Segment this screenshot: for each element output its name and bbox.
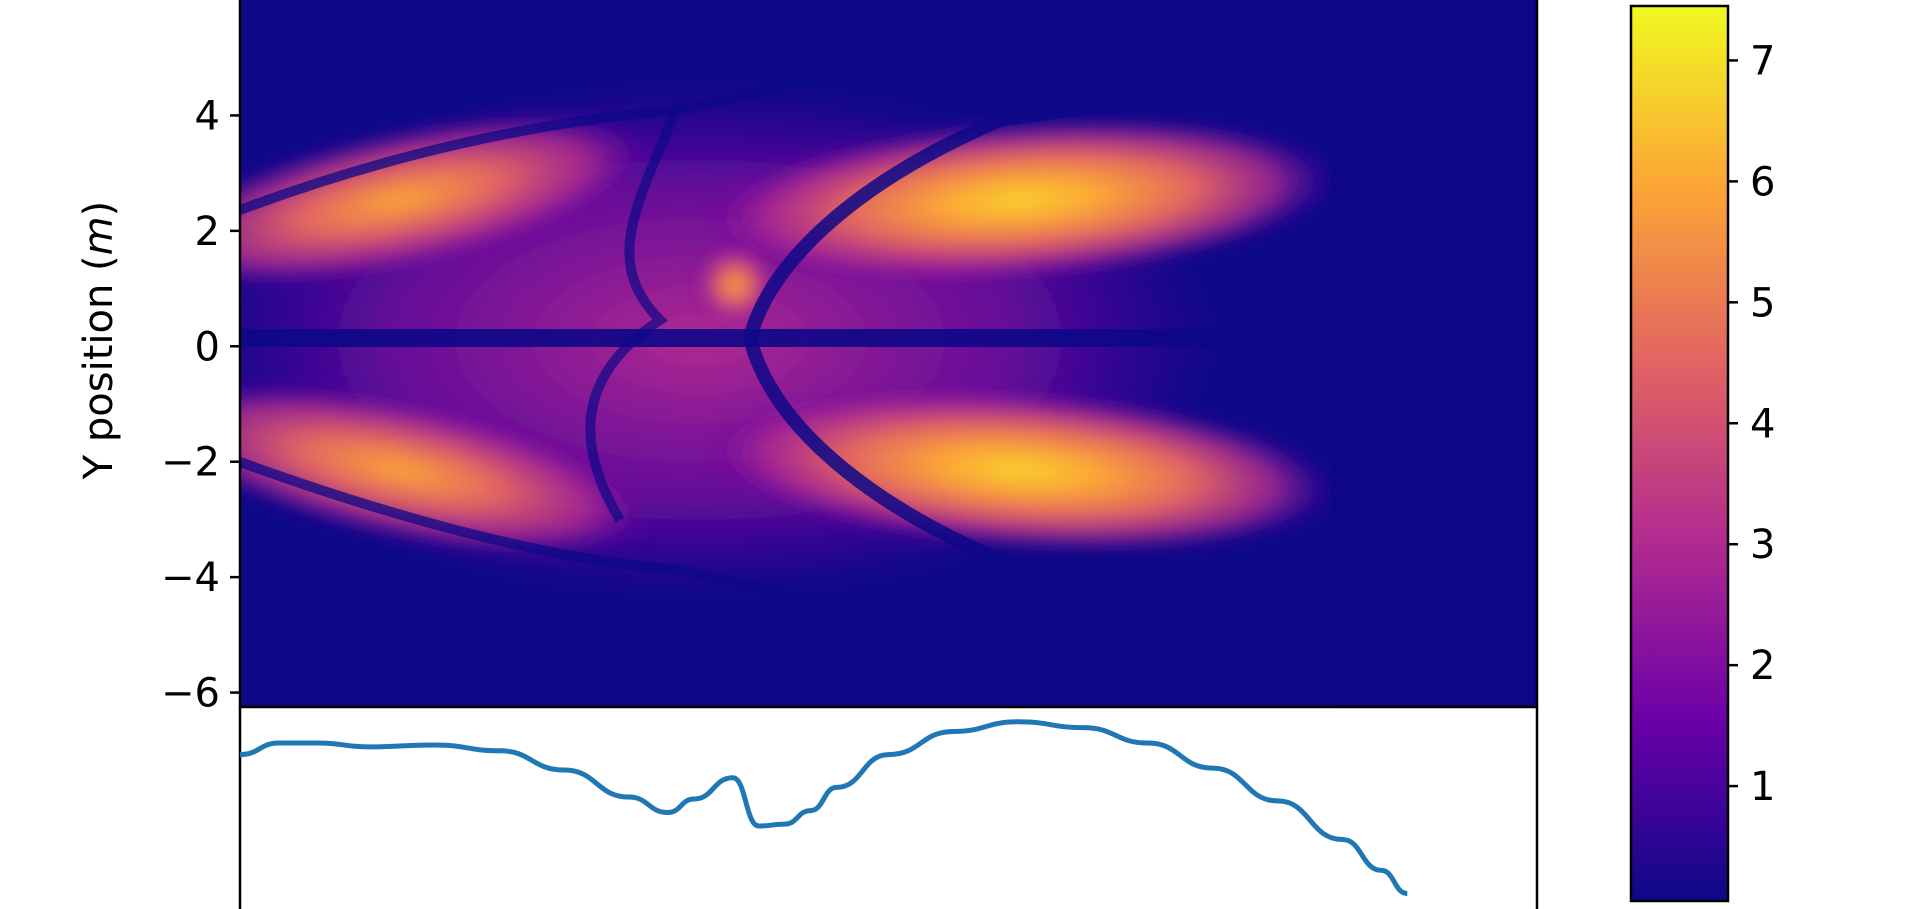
heatmap-y-tick-label: −6 xyxy=(161,671,220,717)
colorbar-tick-label: 1 xyxy=(1750,764,1775,810)
y-axis-label-unit: m xyxy=(76,216,122,255)
heatmap-lobe-upper-left xyxy=(240,112,655,288)
colorbar-tick-label: 6 xyxy=(1750,159,1775,205)
heatmap-field xyxy=(240,0,1537,707)
heatmap-y-tick-label: −4 xyxy=(161,555,220,601)
heatmap-y-tick-label: 2 xyxy=(195,209,220,255)
heatmap-y-tick-label: 4 xyxy=(195,93,220,139)
heatmap-node-line xyxy=(743,336,1537,667)
heatmap-y-tick-label: 0 xyxy=(195,324,220,370)
heatmap-panel: 4 2 0 −2 −4 −6 Y position (m) xyxy=(76,0,1539,717)
colorbar-gradient xyxy=(1629,4,1730,903)
colorbar-tick-label: 4 xyxy=(1750,401,1775,447)
heatmap-node-line xyxy=(240,457,902,625)
profile-line xyxy=(239,719,1408,897)
heatmap-lobe-lower-left xyxy=(240,382,655,558)
heatmap-node-line xyxy=(585,98,685,523)
colorbar-tick-label: 2 xyxy=(1750,643,1775,689)
heatmap-y-tick-label: −2 xyxy=(161,440,220,486)
heatmap-y-ticks: 4 2 0 −2 −4 −6 xyxy=(161,93,240,717)
heatmap-y-axis-label: Y position (m) xyxy=(76,201,122,481)
y-axis-label-unit-close: ) xyxy=(76,201,122,217)
profile-frame xyxy=(238,705,1539,909)
colorbar-tick-label: 5 xyxy=(1750,280,1775,326)
heatmap-node-line xyxy=(240,55,902,215)
heatmap-node-line xyxy=(743,33,1537,340)
profile-line-group xyxy=(239,719,1408,897)
heatmap-fade-right xyxy=(1330,0,1537,707)
profile-panel xyxy=(238,705,1539,909)
heatmap-lobe-upper-right xyxy=(700,117,1340,283)
y-axis-label-unit-open: ( xyxy=(76,255,122,271)
colorbar-tick-label: 7 xyxy=(1750,38,1775,84)
colorbar-ticks: 1 2 3 4 5 6 7 xyxy=(1728,38,1775,810)
y-axis-label-text: Y position xyxy=(76,284,122,481)
heatmap-lobe-lower-right xyxy=(700,387,1340,553)
colorbar-tick-label: 3 xyxy=(1750,522,1775,568)
colorbar: 1 2 3 4 5 6 7 xyxy=(1629,4,1775,903)
